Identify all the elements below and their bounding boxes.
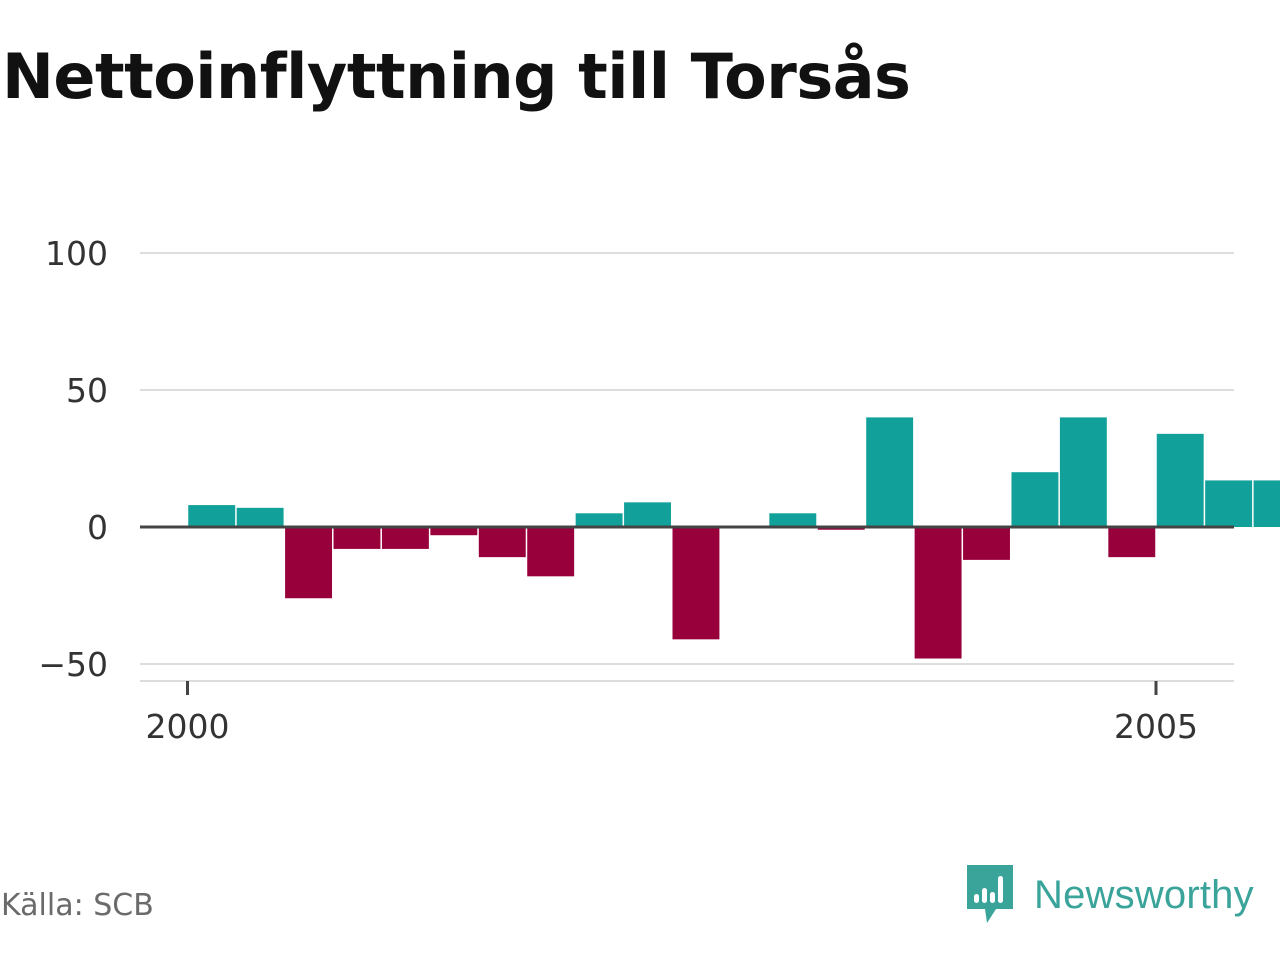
y-tick-label: −50 [38, 645, 108, 684]
y-tick-label: 50 [66, 371, 108, 410]
bar [333, 527, 381, 549]
bar [575, 513, 623, 527]
bar [963, 527, 1010, 560]
bar [478, 527, 526, 558]
bar [285, 527, 333, 599]
bar [430, 527, 478, 536]
bar [672, 527, 720, 640]
axes: −50050100200020052010201520202025 [38, 234, 1234, 746]
bar [769, 513, 817, 527]
bar [1059, 417, 1107, 527]
x-tick-label: 2005 [1114, 707, 1198, 746]
bar [914, 527, 962, 659]
gridlines [140, 252, 1234, 665]
bar [1253, 480, 1280, 527]
bar [1205, 480, 1253, 527]
bar [381, 527, 429, 549]
bar [527, 527, 575, 577]
bar [866, 417, 914, 527]
newsworthy-logo[interactable]: Newsworthy [964, 862, 1254, 928]
x-tick-label: 2000 [146, 707, 230, 746]
bar [1011, 472, 1059, 527]
bars [188, 417, 1280, 659]
y-tick-label: 0 [87, 508, 108, 547]
bar [624, 502, 671, 527]
source-note: Källa: SCB [1, 888, 154, 923]
bar [188, 505, 236, 527]
bar [1108, 527, 1156, 558]
chart-title: Nettoinflyttning till Torsås [2, 40, 911, 113]
bar [1156, 433, 1204, 527]
bar [236, 507, 284, 527]
brand-name: Newsworthy [1034, 872, 1254, 917]
newsworthy-logo-icon [967, 865, 1013, 923]
y-tick-label: 100 [45, 234, 108, 273]
